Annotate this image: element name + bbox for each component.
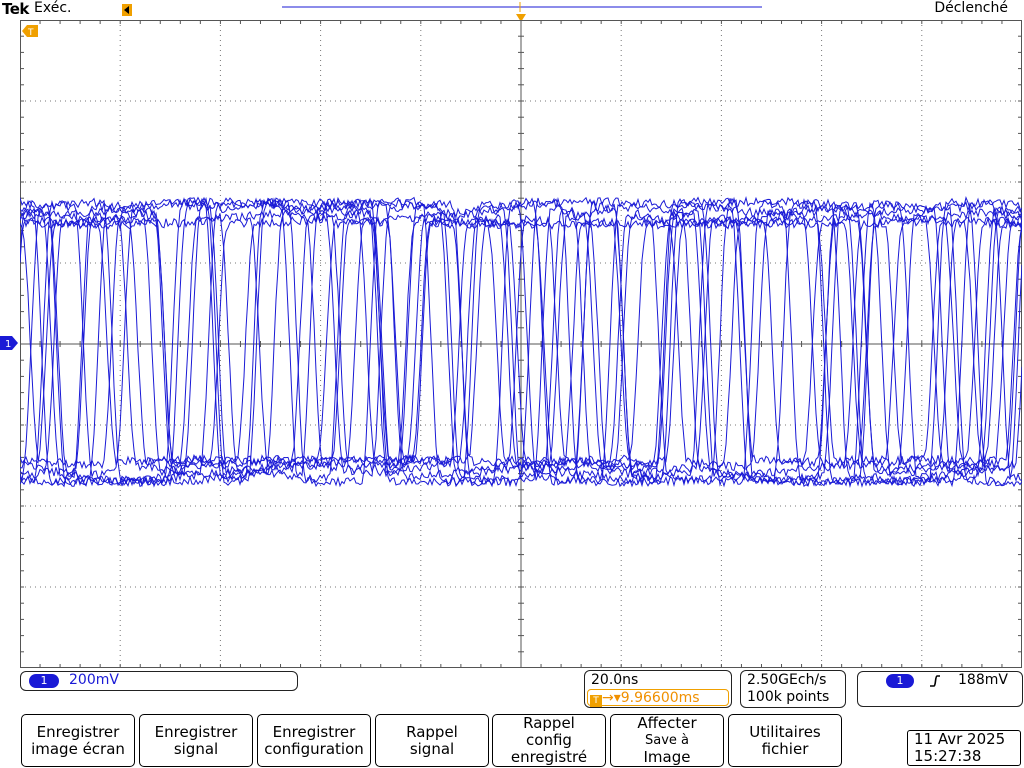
ground-marker-label: 1 <box>5 339 11 350</box>
trigger-position-icon <box>122 4 132 16</box>
trigger-readout[interactable]: 1 188mV <box>857 671 1023 707</box>
waveform-trace <box>20 195 1022 488</box>
softkey-label: fichier <box>761 739 809 758</box>
channel1-ground-marker[interactable]: 1 <box>0 336 18 350</box>
timebase-readout[interactable]: 20.0ns T →▾9.96600ms <box>584 670 732 708</box>
softkey-label: Rappel <box>523 714 575 732</box>
trigger-t-icon: T <box>590 695 602 707</box>
brand-logo: Tek <box>2 0 29 18</box>
waveform-trace <box>20 196 1022 488</box>
waveform-trace <box>20 197 1022 487</box>
record-view-bar <box>282 2 762 12</box>
softkey-label: enregistré <box>510 748 588 766</box>
waveform-trace <box>20 197 1022 488</box>
file-utilities-button[interactable]: Utilitaires fichier <box>728 714 842 767</box>
save-screen-image-button[interactable]: Enregistrer image écran <box>21 714 135 767</box>
softkey-label: Affecter <box>637 714 697 732</box>
trigger-time-marker-icon <box>516 14 526 22</box>
trigger-level: 188mV <box>958 672 1008 688</box>
waveform-trace <box>20 196 1022 485</box>
trigger-position-value: →▾9.96600ms <box>602 690 700 706</box>
trigger-source-badge: 1 <box>886 674 914 688</box>
softkey-label: Save à <box>644 733 689 748</box>
recall-setup-button[interactable]: Rappel config enregistré <box>492 714 606 767</box>
date: 11 Avr 2025 <box>914 730 1006 748</box>
trigger-state: Déclenché <box>934 0 1008 16</box>
softkey-label: Enregistrer <box>272 722 356 741</box>
waveform-display <box>20 195 1022 488</box>
waveform-trace <box>20 199 1022 488</box>
graticule <box>20 20 1022 668</box>
softkey-label: Rappel <box>406 722 458 741</box>
record-length: 100k points <box>747 689 830 705</box>
time: 15:27:38 <box>914 747 982 765</box>
waveform-trace <box>20 196 1022 488</box>
trigger-marker-label: T <box>27 28 34 37</box>
assign-save-button[interactable]: Affecter Save à Image <box>610 714 724 767</box>
acquisition-status: Exéc. <box>34 0 72 16</box>
softkey-label: config <box>526 731 572 749</box>
softkey-label: Enregistrer <box>36 722 120 741</box>
softkey-label: Enregistrer <box>154 722 238 741</box>
softkey-label: signal <box>173 739 219 758</box>
waveform-trace <box>20 197 1022 488</box>
acquisition-readout[interactable]: 2.50GEch/s 100k points <box>740 670 846 708</box>
softkey-label: signal <box>409 739 455 758</box>
softkey-label: image écran <box>31 739 125 758</box>
softkey-label: Utilitaires <box>749 722 821 741</box>
time-scale: 20.0ns <box>591 672 639 688</box>
rising-edge-icon <box>930 675 940 687</box>
save-setup-button[interactable]: Enregistrer configuration <box>257 714 371 767</box>
sample-rate: 2.50GEch/s <box>747 672 827 688</box>
recall-waveform-button[interactable]: Rappel signal <box>375 714 489 767</box>
waveform-trace <box>20 196 1022 488</box>
trigger-level-marker[interactable]: T <box>22 25 38 37</box>
channel1-scale: 200mV <box>69 672 119 688</box>
date-time-display: 11 Avr 2025 15:27:38 <box>907 730 1021 766</box>
status-bar: Tek Exéc. Déclenché <box>0 0 1024 20</box>
softkey-label: Image <box>643 748 691 766</box>
channel1-readout[interactable]: 1 200mV <box>20 671 298 691</box>
channel1-badge: 1 <box>29 674 59 688</box>
softkey-label: configuration <box>264 739 364 758</box>
save-waveform-button[interactable]: Enregistrer signal <box>139 714 253 767</box>
trigger-position-readout: T →▾9.96600ms <box>587 689 729 707</box>
